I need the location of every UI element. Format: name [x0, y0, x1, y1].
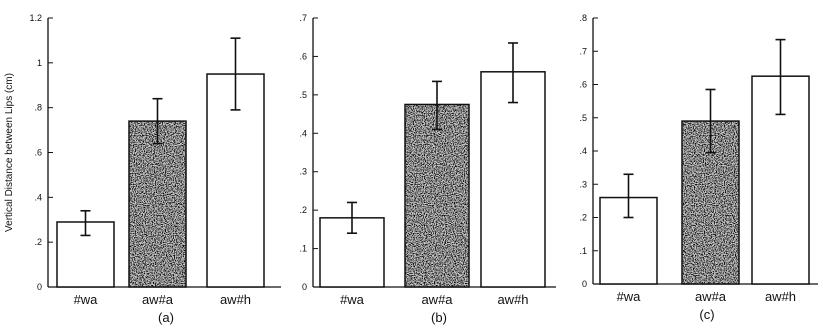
y-tick-label: .1 [299, 244, 307, 254]
y-tick-label: .2 [579, 213, 587, 223]
y-tick-label: 0 [37, 282, 42, 292]
y-tick-label: .6 [579, 80, 587, 90]
y-axis-title: Vertical Distance between Lips (cm) [4, 73, 15, 232]
y-tick-label: .1 [579, 246, 587, 256]
bar-texture [129, 121, 186, 287]
panel-label: (c) [699, 307, 714, 322]
category-label: aw#a [142, 292, 174, 307]
bar-texture [405, 104, 469, 287]
y-tick-label: .5 [299, 90, 307, 100]
chart-panel-3: 0 .1 .2 .3 .4 .5 .6 .7 .8 #wa aw#a aw#h (c) [579, 13, 818, 322]
y-tick-label: .5 [579, 113, 587, 123]
y-tick-label: .8 [34, 103, 42, 113]
panel-label: (a) [158, 310, 174, 325]
y-tick-label: .7 [299, 13, 307, 23]
y-tick-label: .6 [299, 51, 307, 61]
category-label: aw#a [421, 292, 453, 307]
y-tick-label: .4 [299, 128, 307, 138]
y-tick-label: .4 [34, 192, 42, 202]
y-tick-label: .3 [299, 167, 307, 177]
category-label: aw#h [765, 289, 796, 304]
panel-label: (b) [431, 310, 447, 325]
y-tick-label: .6 [34, 148, 42, 158]
chart-panel-2: 0 .1 .2 .3 .4 .5 .6 .7 #wa aw#a aw#h (b) [299, 13, 556, 325]
y-tick-label: 1.2 [29, 13, 42, 23]
y-tick-label: 0 [582, 279, 587, 289]
y-tick-label: .7 [579, 46, 587, 56]
category-label: #wa [617, 289, 642, 304]
y-tick-label: 1 [37, 58, 42, 68]
category-label: aw#h [220, 292, 251, 307]
category-label: aw#a [695, 289, 727, 304]
category-label: aw#h [497, 292, 528, 307]
y-tick-label: .2 [34, 237, 42, 247]
category-label: #wa [340, 292, 365, 307]
chart-panel-1: 0 .2 .4 .6 .8 1 1.2 #wa aw#a aw#h (a) Vertical Dist… [4, 13, 281, 325]
bar [480, 71, 546, 288]
y-tick-label: .2 [299, 205, 307, 215]
y-tick-label: 0 [302, 282, 307, 292]
y-tick-label: .8 [579, 13, 587, 23]
y-tick-label: .4 [579, 146, 587, 156]
category-label: #wa [74, 292, 99, 307]
y-tick-label: .3 [579, 179, 587, 189]
